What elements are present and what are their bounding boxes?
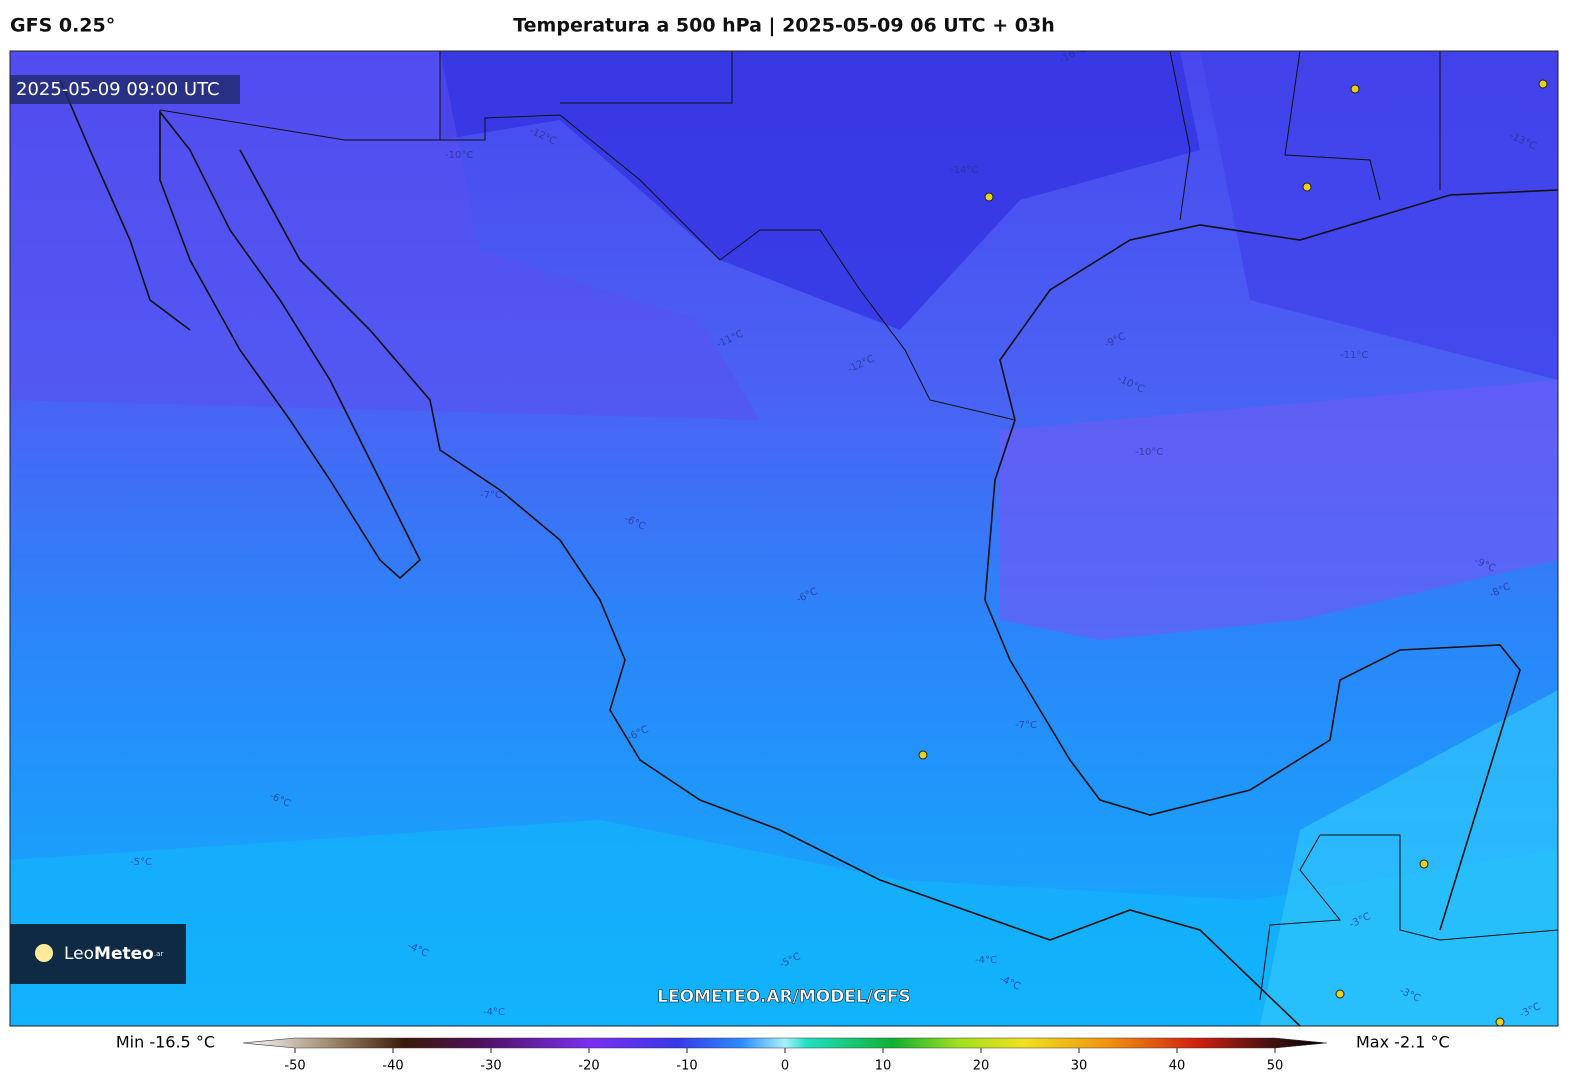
contour-label: -7°C	[1015, 720, 1037, 731]
min-label: Min -16.5 °C	[116, 1033, 215, 1052]
cities	[918, 79, 1548, 1026]
watermark: LEOMETEO.AR/MODEL/GFS	[657, 987, 911, 1007]
coastline	[984, 419, 1521, 931]
city-marker	[1302, 182, 1312, 192]
contour-label: -10°C	[1135, 447, 1163, 458]
cold-area	[10, 51, 760, 420]
colorbar-tick-label: -50	[284, 1059, 305, 1074]
city-marker	[1350, 84, 1360, 94]
logo-bold: Meteo	[94, 944, 154, 964]
colorbar-tick-label: 50	[1267, 1059, 1284, 1074]
logo-name: Leo	[64, 944, 94, 964]
model-name: GFS 0.25°	[10, 15, 115, 37]
logo: LeoMeteo.ar	[64, 944, 163, 964]
colorbar-tick-label: 40	[1169, 1059, 1186, 1074]
logo-suffix: .ar	[154, 950, 164, 958]
cold-area	[1000, 380, 1558, 640]
coastline	[59, 79, 191, 331]
max-label: Max -2.1 °C	[1356, 1033, 1450, 1052]
country-border	[159, 51, 1016, 421]
contour-label: -4°C	[975, 955, 997, 966]
colorbar-ticks: -50 -40 -30 -20 -10 0 10 20 30 40 50	[284, 1048, 1283, 1074]
contour-label: -7°C	[480, 490, 502, 501]
colorbar-tick-label: -30	[480, 1059, 501, 1074]
timestamp: 2025-05-09 09:00 UTC	[16, 79, 220, 100]
map: -16°C-14°C-12°C-12°C-10°C-13°C-11°C-11°C…	[10, 51, 1558, 1026]
colorbar-tick-label: 0	[781, 1059, 789, 1074]
contour-label: -10°C	[445, 150, 473, 161]
map-frame	[9, 50, 1559, 1027]
contour-label: -5°C	[130, 857, 152, 868]
city-marker	[1495, 1017, 1505, 1026]
coastline	[999, 189, 1558, 421]
contour-label: -11°C	[1340, 350, 1368, 361]
colorbar-tick-label: 20	[973, 1059, 990, 1074]
colorbar-tick-label: 30	[1071, 1059, 1088, 1074]
city-marker	[1419, 859, 1429, 869]
city-marker	[1335, 989, 1345, 999]
contour-label: -4°C	[483, 1007, 505, 1018]
coastline	[239, 149, 1301, 1026]
warm-area	[10, 820, 1558, 1026]
colorbar-tick-label: -10	[676, 1059, 697, 1074]
cold-area	[440, 51, 1200, 330]
warm-area	[1260, 690, 1558, 1026]
city-marker	[1538, 79, 1548, 89]
state-border	[560, 51, 1558, 1001]
map-title: Temperatura a 500 hPa | 2025-05-09 06 UT…	[513, 15, 1055, 37]
city-marker	[918, 750, 928, 760]
coastline	[159, 109, 421, 580]
colorbar	[242, 1037, 1328, 1049]
colorbar-tick-label: -20	[578, 1059, 599, 1074]
city-marker	[984, 192, 994, 202]
timestamp-box	[10, 75, 240, 104]
contour-label: -14°C	[950, 165, 978, 176]
logo-sun	[35, 944, 53, 962]
colorbar-tick-label: -40	[382, 1059, 403, 1074]
colorbar-tick-label: 10	[875, 1059, 892, 1074]
